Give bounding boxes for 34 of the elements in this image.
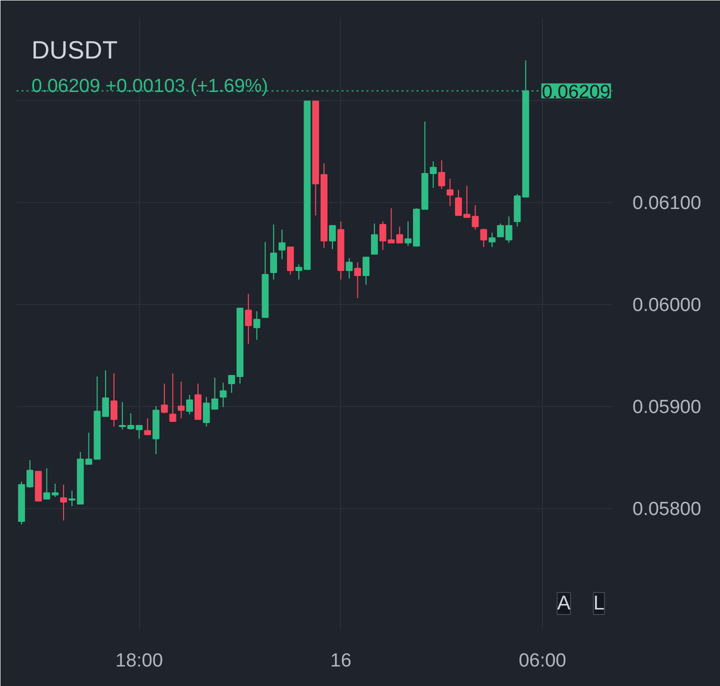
- annotation: L: [593, 592, 604, 614]
- candlestick: [286, 246, 294, 276]
- candlestick: [346, 258, 353, 280]
- candlestick: [220, 382, 227, 408]
- ref-line-label: 0.06209: [542, 82, 611, 103]
- y-tick-label: 0.05800: [632, 499, 702, 520]
- candlestick: [370, 223, 378, 255]
- candlestick: [244, 293, 252, 344]
- candlestick: [169, 372, 176, 422]
- candlestick: [446, 178, 454, 207]
- candlestick: [480, 228, 488, 248]
- candlestick: [253, 310, 260, 340]
- x-tick-label: 18:00: [115, 650, 163, 672]
- candlestick: [186, 394, 194, 415]
- annotation: A: [557, 592, 572, 614]
- candlestick: [160, 383, 168, 414]
- y-tick-label: 0.06100: [632, 193, 702, 214]
- candlestick: [278, 229, 286, 260]
- candlestick: [354, 262, 362, 298]
- text: 0.06209 +0.00103 (+1.69%): [32, 76, 268, 97]
- candlestick: [270, 224, 278, 280]
- candlestick: [178, 381, 185, 419]
- candlestick: [110, 372, 118, 428]
- candlestick: [488, 232, 496, 248]
- candlestick: [60, 484, 67, 521]
- candlestick: [328, 225, 336, 250]
- candlestick: [438, 160, 446, 190]
- y-tick-label: 0.05900: [632, 397, 702, 418]
- candlestick: [144, 418, 152, 436]
- x-tick-label: 16: [330, 650, 352, 672]
- x-tick-label: 06:00: [518, 650, 566, 672]
- text: DUSDT: [32, 36, 118, 64]
- y-tick-label: 0.06000: [632, 295, 702, 316]
- candlestick: [362, 256, 370, 286]
